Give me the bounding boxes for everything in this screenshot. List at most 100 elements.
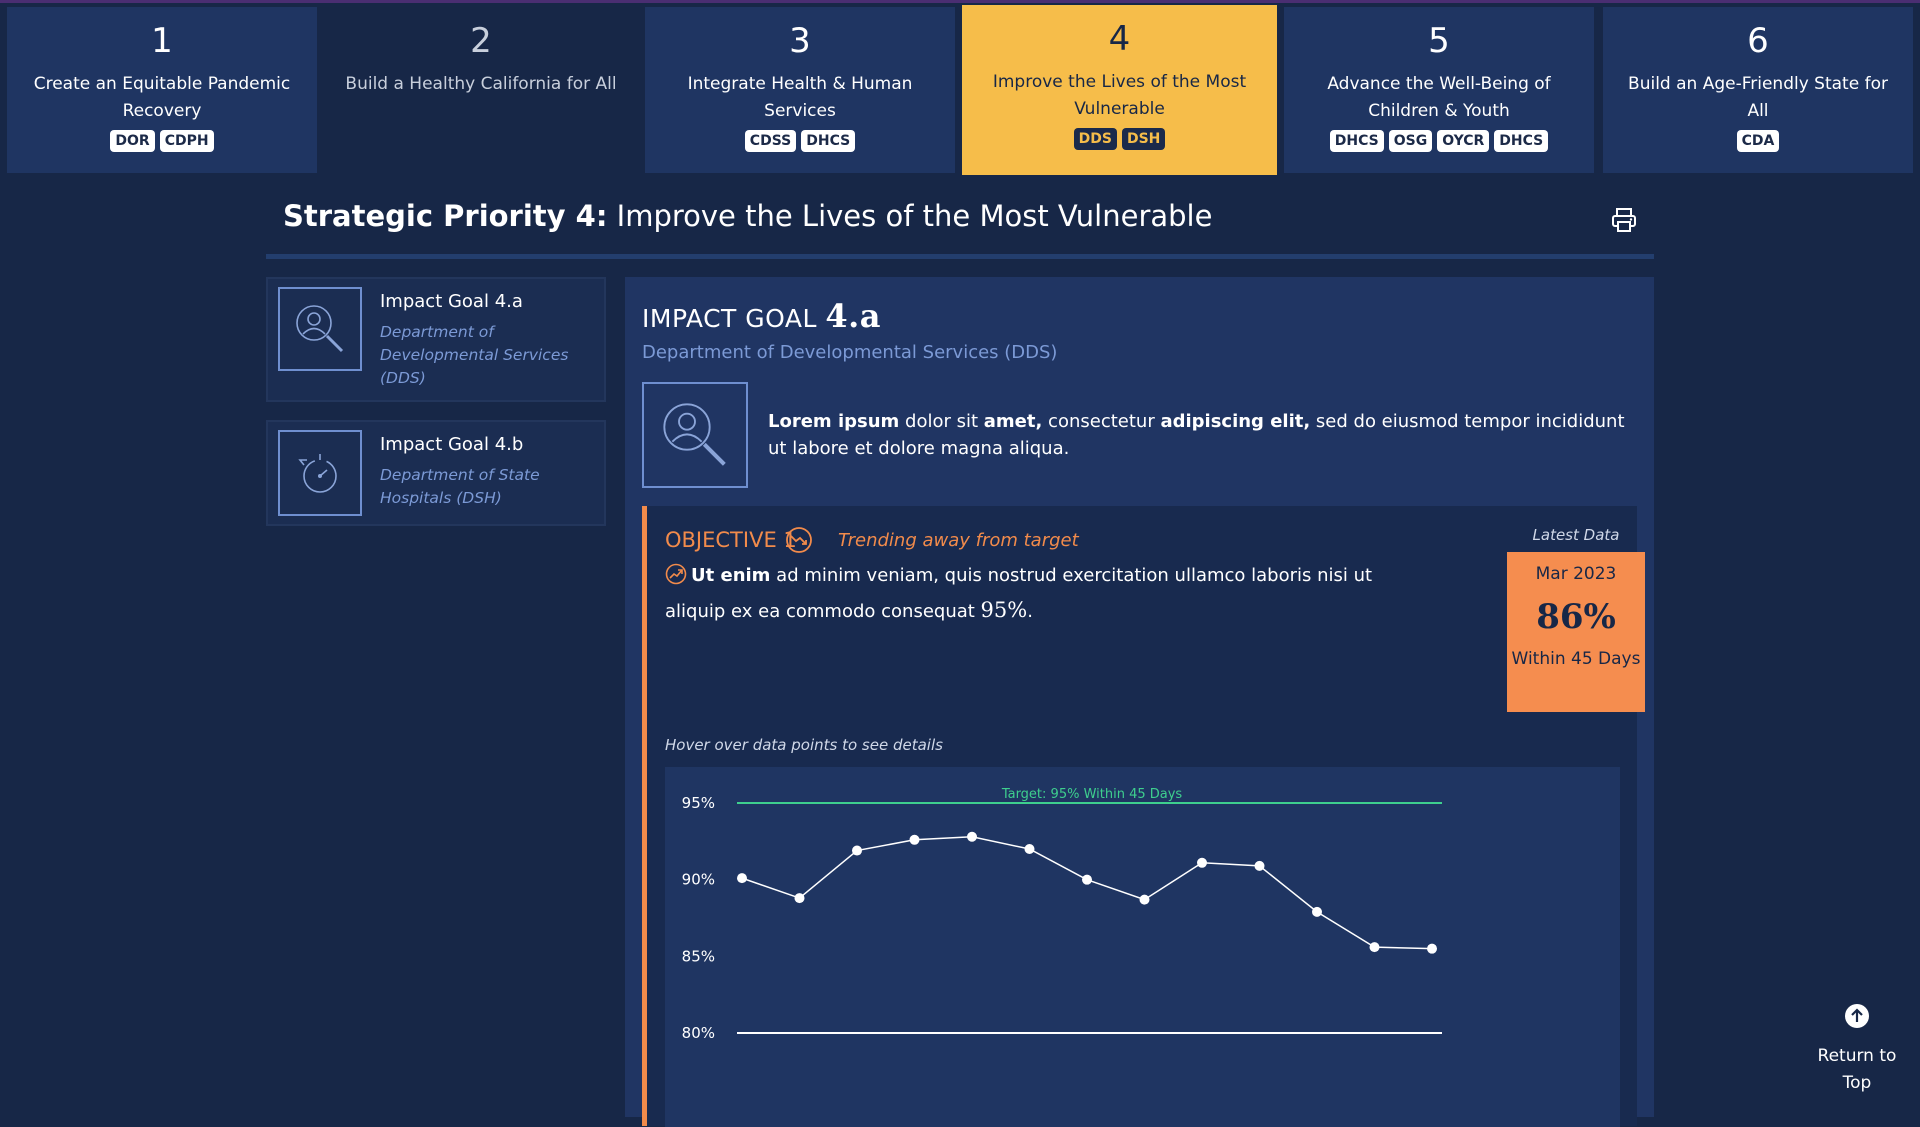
dept-badge: DHCS [801,130,856,152]
desc-text: consectetur [1042,411,1161,432]
dept-badge: DDS [1073,128,1117,150]
impact-goal-description: Lorem ipsum dolor sit amet, consectetur … [768,408,1638,462]
tab-number: 5 [1428,21,1450,61]
tab-number: 2 [470,21,492,61]
return-to-top-button[interactable]: Return to Top [1815,1003,1899,1097]
hover-hint: Hover over data points to see details [665,736,943,754]
tab-priority-3[interactable]: 3 Integrate Health & Human Services CDSS… [645,7,955,173]
y-tick-label: 80% [682,1024,715,1042]
tab-number: 3 [789,21,811,61]
tab-badges: DDS DSH [974,128,1265,150]
data-point [909,834,920,845]
latest-value: 86% [1536,597,1616,637]
timer-cycle-icon [298,454,337,493]
target-label: Target: 95% Within 45 Days [1001,787,1183,802]
desc-bold: Ut enim [691,565,771,586]
goal-name: Impact Goal 4.b [380,434,524,455]
data-point [1082,874,1092,885]
person-search-icon [663,403,726,466]
dept-badge: DHCS [1329,130,1384,152]
tab-title: Advance the Well-Being of Children & You… [1327,74,1551,121]
data-point [967,831,977,842]
tab-title: Improve the Lives of the Most Vulnerable [992,72,1247,119]
tab-badges: CDSS DHCS [657,130,943,152]
goal-dept: Department of Developmental Services (DD… [380,323,569,387]
dept-badge: CDPH [159,130,214,152]
data-point [1427,943,1437,954]
tab-title: Create an Equitable Pandemic Recovery [33,74,291,121]
desc-text: ad minim veniam, quis nostrud exercitati… [665,565,1373,622]
tab-number: 1 [151,21,173,61]
objective-description: Ut enim ad minim veniam, quis nostrud ex… [665,558,1425,629]
y-tick-label: 90% [682,871,715,889]
desc-bold: Lorem ipsum [768,411,900,432]
objective-title: OBJECTIVE 1 [665,528,797,552]
tab-badges: DOR CDPH [19,130,305,152]
tab-title: Build a Healthy California for All [345,74,617,94]
desc-value: 95% [980,598,1028,622]
priority-tabs: 1 Create an Equitable Pandemic Recovery … [0,4,1920,175]
goal-icon-box [278,430,362,516]
data-point [794,893,805,904]
impact-goal-dept: Department of Developmental Services (DD… [642,342,1058,363]
tab-number: 6 [1747,21,1769,61]
data-point [1024,844,1035,854]
objective-card: OBJECTIVE 1 Trending away from target Ut… [642,506,1645,1127]
printer-icon[interactable] [1610,206,1638,234]
goal-card-4b[interactable]: Impact Goal 4.b Department of State Hosp… [266,420,606,526]
tab-badges: DHCS OSG OYCR DHCS [1296,130,1582,152]
data-point [852,845,862,856]
top-accent-line [0,0,1920,3]
dept-badge: OYCR [1437,130,1490,152]
tab-priority-1[interactable]: 1 Create an Equitable Pandemic Recovery … [7,7,317,173]
impact-goal-icon-box [642,382,748,488]
y-tick-label: 85% [682,947,715,965]
latest-data-box: Mar 2023 86% Within 45 Days [1507,552,1645,712]
tab-number: 4 [1108,19,1131,59]
latest-data-label: Latest Data [1532,526,1620,544]
series-line [741,835,1433,950]
goal-dept: Department of State Hospitals (DSH) [380,466,540,507]
page-title-prefix: Strategic Priority 4: [283,199,608,233]
trend-status: Trending away from target [838,530,1079,551]
dept-badge: DSH [1121,128,1166,150]
tab-priority-6[interactable]: 6 Build an Age-Friendly State for All CD… [1603,7,1913,173]
goal-card-4a[interactable]: Impact Goal 4.a Department of Developmen… [266,277,606,402]
data-point [1139,894,1150,905]
person-search-icon [296,305,344,353]
goal-name: Impact Goal 4.a [380,291,523,312]
dept-badge: DOR [110,130,155,152]
page-title-text: Improve the Lives of the Most Vulnerable [616,199,1213,233]
impact-goal-number: 4.a [825,297,881,335]
data-point [1369,942,1380,953]
arrow-up-circle-icon [1845,1004,1869,1028]
tab-badges: CDA [1615,130,1901,152]
tab-title: Integrate Health & Human Services [687,74,913,121]
data-point [737,873,747,884]
desc-bold: amet, [983,411,1043,432]
y-tick-label: 95% [682,794,715,812]
latest-date: Mar 2023 [1535,564,1617,584]
tab-priority-2[interactable]: 2 Build a Healthy California for All [326,7,636,173]
latest-caption: Within 45 Days [1511,649,1641,669]
goal-icon-box [278,287,362,371]
data-point [1254,860,1265,871]
desc-bold: adipiscing elit, [1160,411,1311,432]
dept-badge: CDSS [744,130,797,152]
dept-badge: DHCS [1494,130,1549,152]
desc-end: . [1027,601,1033,622]
tab-priority-4[interactable]: 4 Improve the Lives of the Most Vulnerab… [962,5,1277,175]
trend-down-icon [786,527,812,553]
desc-text: sed do eiusmod tempor incididunt ut labo… [768,411,1625,459]
line-chart: 95% 90% 85% 80% Target: 95% Within 45 Days [665,767,1620,1127]
page-title: Strategic Priority 4: Improve the Lives … [283,196,1212,236]
trend-up-icon [665,563,687,585]
tab-priority-5[interactable]: 5 Advance the Well-Being of Children & Y… [1284,7,1594,173]
chart-svg: 95% 90% 85% 80% Target: 95% Within 45 Days [682,787,1442,1042]
data-point [1312,906,1322,917]
impact-goal-heading: IMPACT GOAL 4.a [642,297,881,338]
dept-badge: CDA [1736,130,1780,152]
desc-text: dolor sit [899,411,984,432]
impact-goal-panel: IMPACT GOAL 4.a Department of Developmen… [625,277,1654,1127]
title-divider [266,254,1654,259]
